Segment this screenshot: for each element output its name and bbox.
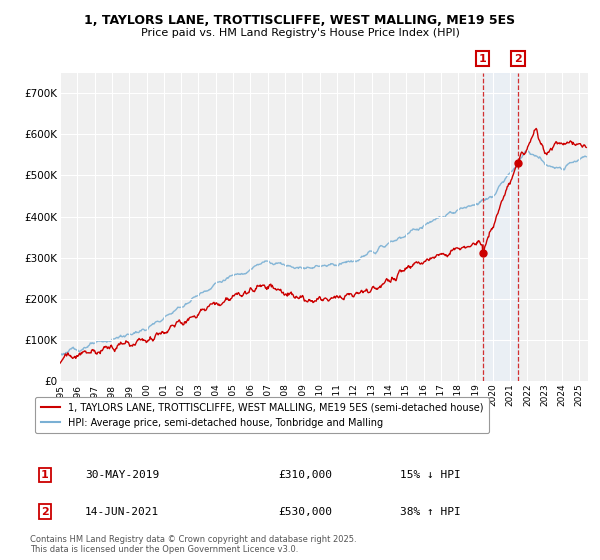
Text: 2: 2	[514, 54, 522, 63]
Text: 14-JUN-2021: 14-JUN-2021	[85, 507, 160, 516]
Legend: 1, TAYLORS LANE, TROTTISCLIFFE, WEST MALLING, ME19 5ES (semi-detached house), HP: 1, TAYLORS LANE, TROTTISCLIFFE, WEST MAL…	[35, 397, 489, 433]
Text: £310,000: £310,000	[278, 470, 332, 480]
Text: 30-MAY-2019: 30-MAY-2019	[85, 470, 160, 480]
Bar	[482, 73, 518, 381]
Text: 38% ↑ HPI: 38% ↑ HPI	[400, 507, 461, 516]
Text: 1, TAYLORS LANE, TROTTISCLIFFE, WEST MALLING, ME19 5ES: 1, TAYLORS LANE, TROTTISCLIFFE, WEST MAL…	[85, 14, 515, 27]
Text: 15% ↓ HPI: 15% ↓ HPI	[400, 470, 461, 480]
Text: Price paid vs. HM Land Registry's House Price Index (HPI): Price paid vs. HM Land Registry's House …	[140, 28, 460, 38]
Text: Contains HM Land Registry data © Crown copyright and database right 2025.
This d: Contains HM Land Registry data © Crown c…	[30, 535, 356, 554]
Text: £530,000: £530,000	[278, 507, 332, 516]
Text: 2: 2	[41, 507, 49, 516]
Text: 1: 1	[479, 54, 487, 63]
Text: 1: 1	[41, 470, 49, 480]
